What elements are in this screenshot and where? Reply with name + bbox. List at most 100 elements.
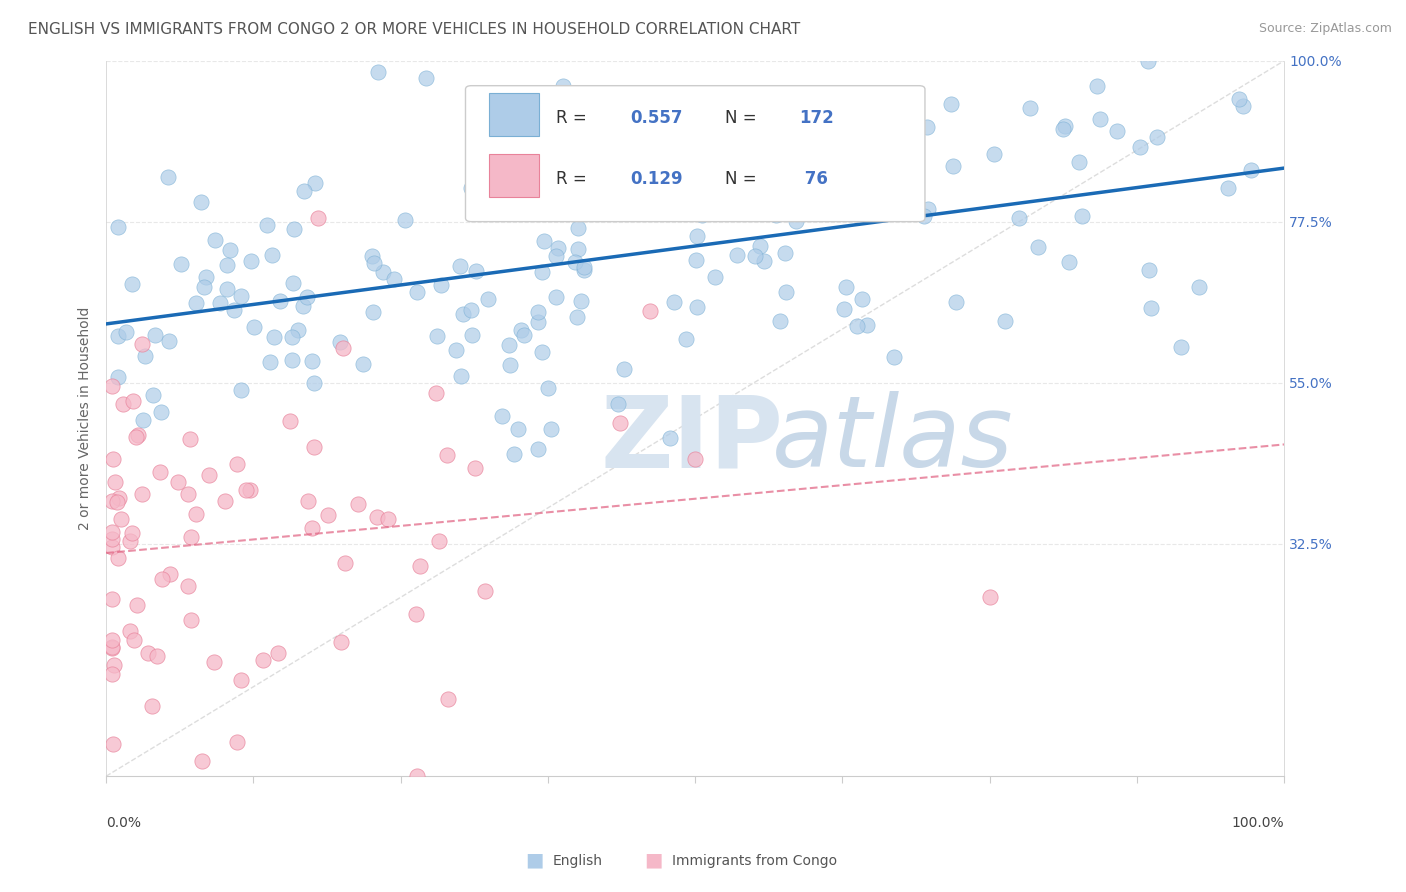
Point [304,176,326,190]
Point [513,327,536,342]
Point [180,613,202,627]
Point [537,382,560,396]
Point [600,146,623,161]
Point [215,258,238,272]
Point [302,376,325,390]
Point [851,292,873,306]
Point [491,409,513,423]
Text: ENGLISH VS IMMIGRANTS FROM CONGO 2 OR MORE VEHICLES IN HOUSEHOLD CORRELATION CHA: ENGLISH VS IMMIGRANTS FROM CONGO 2 OR MO… [28,22,800,37]
Point [533,234,555,248]
Point [101,667,124,681]
Point [832,301,855,316]
Text: 0.129: 0.129 [630,169,683,187]
Point [1227,92,1250,106]
Point [711,134,734,148]
Point [297,493,319,508]
Point [723,125,745,139]
Point [523,198,546,212]
Point [332,341,354,355]
Point [425,386,447,401]
Point [287,322,309,336]
Point [283,276,305,290]
Point [569,293,592,308]
Point [301,353,323,368]
Text: ■: ■ [524,850,544,869]
Text: ■: ■ [644,850,664,869]
Point [426,328,449,343]
Point [101,493,124,508]
Point [159,567,181,582]
Point [156,169,179,184]
Point [855,196,877,211]
Point [346,498,368,512]
Point [108,491,131,506]
Point [499,358,522,372]
Point [101,452,124,467]
Point [394,213,416,227]
Point [239,254,262,268]
Text: 0.0%: 0.0% [107,815,141,830]
Point [915,120,938,135]
Point [333,556,356,570]
Point [1240,162,1263,177]
Point [167,475,190,489]
Point [330,635,353,649]
Point [283,222,305,236]
Text: 172: 172 [799,109,834,127]
Point [1085,79,1108,94]
Point [136,646,159,660]
Point [1057,254,1080,268]
Point [214,493,236,508]
Point [1129,140,1152,154]
Point [122,393,145,408]
Point [1136,54,1159,68]
Point [648,155,671,169]
Point [360,249,382,263]
Point [1028,240,1050,254]
Point [547,241,569,255]
Point [1090,112,1112,126]
Point [384,272,406,286]
Point [229,289,252,303]
Point [979,591,1001,605]
Point [295,290,318,304]
Point [107,370,129,384]
Point [141,698,163,713]
Point [186,296,208,310]
Point [107,329,129,343]
Point [449,259,471,273]
Point [143,327,166,342]
Point [101,540,124,554]
Point [278,414,301,428]
Text: atlas: atlas [772,392,1014,488]
Point [1170,340,1192,354]
Text: R =: R = [557,169,592,187]
Point [785,214,807,228]
Point [616,151,638,165]
Point [444,343,467,357]
Point [1216,181,1239,195]
Point [460,303,482,318]
Point [799,182,821,196]
Point [301,521,323,535]
Point [609,417,631,431]
Point [235,483,257,497]
Point [626,205,648,219]
Point [131,413,153,427]
Point [302,440,325,454]
Point [820,89,842,103]
Point [101,524,124,539]
Point [567,242,589,256]
Point [451,307,474,321]
Point [630,191,652,205]
Point [361,305,384,319]
Point [405,607,427,622]
Point [204,233,226,247]
Point [506,422,529,436]
Point [111,397,134,411]
Point [683,451,706,466]
Point [127,428,149,442]
Text: ZIP: ZIP [600,392,785,488]
Point [592,192,614,206]
Point [664,294,686,309]
